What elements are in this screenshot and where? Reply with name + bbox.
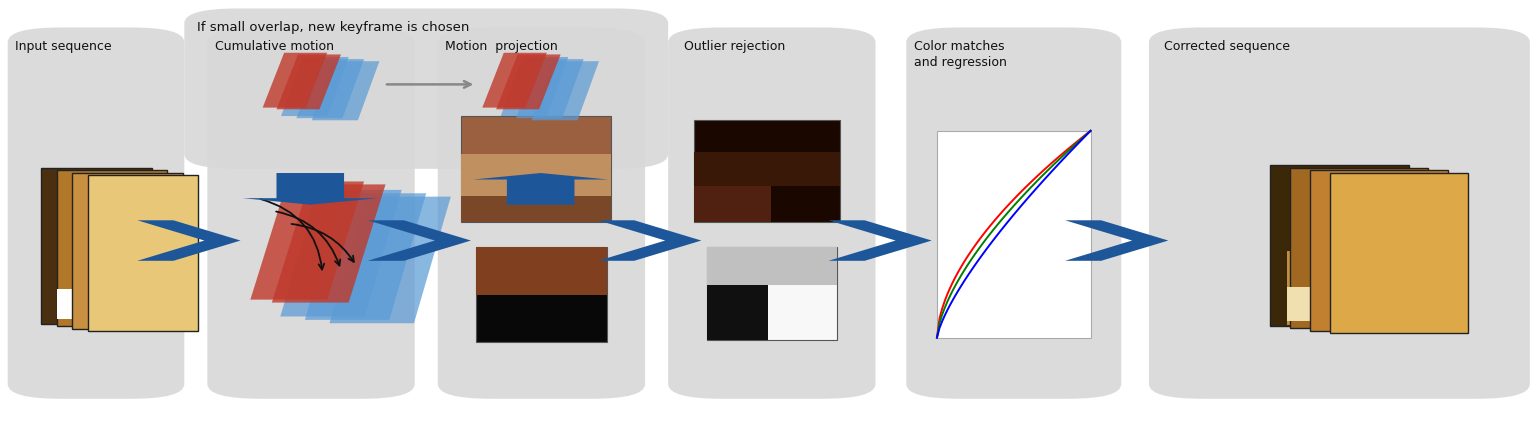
- FancyBboxPatch shape: [8, 27, 184, 399]
- FancyBboxPatch shape: [1330, 173, 1468, 333]
- FancyBboxPatch shape: [707, 285, 768, 340]
- FancyBboxPatch shape: [57, 253, 161, 323]
- Polygon shape: [296, 59, 364, 118]
- Polygon shape: [473, 173, 608, 205]
- FancyBboxPatch shape: [668, 27, 876, 399]
- FancyBboxPatch shape: [207, 27, 415, 399]
- FancyBboxPatch shape: [1290, 168, 1428, 328]
- Polygon shape: [281, 57, 349, 116]
- Polygon shape: [272, 184, 386, 303]
- FancyBboxPatch shape: [57, 170, 167, 326]
- Polygon shape: [496, 54, 561, 109]
- Text: If small overlap, new keyframe is chosen: If small overlap, new keyframe is chosen: [197, 21, 468, 34]
- FancyBboxPatch shape: [694, 186, 771, 222]
- Polygon shape: [828, 220, 932, 261]
- Polygon shape: [516, 59, 584, 118]
- Text: Input sequence: Input sequence: [15, 40, 112, 53]
- FancyBboxPatch shape: [438, 27, 645, 399]
- Polygon shape: [312, 61, 379, 120]
- Polygon shape: [276, 54, 341, 109]
- FancyBboxPatch shape: [694, 120, 840, 222]
- FancyBboxPatch shape: [1270, 165, 1409, 326]
- Polygon shape: [598, 220, 702, 261]
- FancyBboxPatch shape: [88, 175, 198, 331]
- Polygon shape: [304, 193, 425, 320]
- FancyBboxPatch shape: [1310, 170, 1448, 331]
- Polygon shape: [280, 190, 401, 316]
- Polygon shape: [367, 220, 472, 261]
- FancyBboxPatch shape: [937, 131, 1091, 338]
- Polygon shape: [501, 57, 568, 116]
- Polygon shape: [1064, 220, 1169, 261]
- FancyBboxPatch shape: [1287, 287, 1333, 321]
- Text: Motion  projection: Motion projection: [445, 40, 558, 53]
- FancyBboxPatch shape: [461, 154, 611, 196]
- FancyBboxPatch shape: [476, 247, 607, 342]
- Polygon shape: [531, 61, 599, 120]
- Text: Corrected sequence: Corrected sequence: [1164, 40, 1290, 53]
- FancyBboxPatch shape: [461, 196, 611, 222]
- FancyBboxPatch shape: [707, 247, 837, 285]
- FancyBboxPatch shape: [476, 247, 607, 295]
- Polygon shape: [329, 197, 452, 323]
- FancyBboxPatch shape: [906, 27, 1121, 399]
- Text: Cumulative motion: Cumulative motion: [215, 40, 333, 53]
- Text: Color matches
and regression: Color matches and regression: [914, 40, 1006, 69]
- Polygon shape: [250, 181, 364, 300]
- FancyBboxPatch shape: [57, 289, 95, 319]
- Text: Outlier rejection: Outlier rejection: [684, 40, 785, 53]
- Polygon shape: [137, 220, 241, 261]
- Polygon shape: [482, 53, 547, 108]
- FancyBboxPatch shape: [694, 152, 840, 186]
- FancyBboxPatch shape: [41, 168, 152, 324]
- Polygon shape: [263, 53, 327, 108]
- FancyBboxPatch shape: [184, 8, 668, 169]
- FancyBboxPatch shape: [72, 173, 183, 329]
- FancyBboxPatch shape: [707, 247, 837, 340]
- FancyBboxPatch shape: [1149, 27, 1530, 399]
- FancyBboxPatch shape: [461, 116, 611, 222]
- Polygon shape: [243, 173, 378, 205]
- FancyBboxPatch shape: [1287, 251, 1413, 325]
